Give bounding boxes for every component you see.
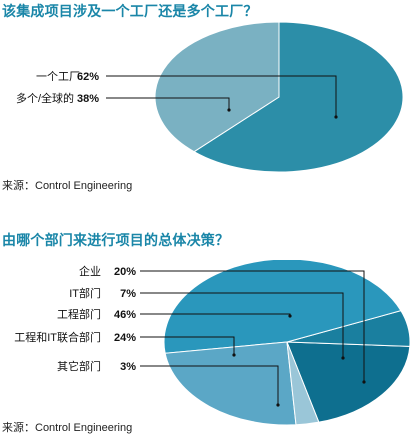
chart1-pie: 一个工厂 62% 多个/全球的 38%: [16, 22, 404, 172]
chart2-value-it: 7%: [120, 288, 136, 300]
chart2-value-engineering: 46%: [114, 309, 136, 321]
chart2-pie: 企业 20% IT部门 7% 工程部门 46% 工程和IT联合部门 24% 其它…: [14, 260, 411, 426]
chart2-leader-dot-joint: [232, 353, 236, 357]
chart1-leader-multi-global: [106, 97, 230, 110]
chart2-label-joint: 工程和IT联合部门: [14, 330, 101, 344]
chart1-source: 来源：Control Engineering: [2, 180, 133, 192]
chart2-title: 由哪个部门来进行项目的总体决策？: [2, 232, 230, 248]
chart1-label-one-factory: 一个工厂: [36, 70, 80, 83]
chart2-leader-dot-other: [276, 403, 280, 407]
chart2-slice-enterprise: [286, 341, 411, 423]
chart2-label-engineering: 工程部门: [57, 307, 101, 321]
chart1-slice-one-factory: [193, 22, 404, 172]
chart2-slice-joint: [164, 341, 297, 426]
chart1-title: 该集成项目涉及一个工厂还是多个工厂？: [2, 3, 258, 19]
chart2-value-other: 3%: [120, 361, 136, 373]
chart2-slice-engineering: [163, 260, 402, 354]
chart1-label-multi-global: 多个/全球的: [16, 91, 74, 105]
chart2-slice-other: [286, 341, 320, 426]
chart1-value-multi-global: 38%: [77, 93, 99, 105]
chart2-label-enterprise: 企业: [79, 264, 101, 278]
chart2-leader-joint: [140, 336, 235, 355]
chart1-leader-dot-one-factory: [334, 115, 338, 119]
chart1-leader-dot-multi-global: [227, 108, 231, 112]
chart2-value-joint: 24%: [114, 332, 136, 344]
chart2-leader-other: [140, 365, 279, 405]
chart2-leader-enterprise: [140, 270, 365, 382]
chart1-leader-one-factory: [106, 75, 337, 117]
chart2-label-it: IT部门: [69, 286, 101, 300]
chart1-value-one-factory: 62%: [77, 71, 99, 83]
chart1-slice-multi-global: [154, 22, 280, 153]
chart2-source: 来源：Control Engineering: [2, 422, 133, 434]
chart2-value-enterprise: 20%: [114, 266, 136, 278]
chart2-leader-dot-engineering: [288, 314, 292, 318]
chart2-leader-dot-it: [341, 356, 345, 360]
chart2-label-other: 其它部门: [57, 359, 101, 373]
chart2-leader-dot-enterprise: [362, 380, 366, 384]
chart2-leader-it: [140, 292, 344, 358]
